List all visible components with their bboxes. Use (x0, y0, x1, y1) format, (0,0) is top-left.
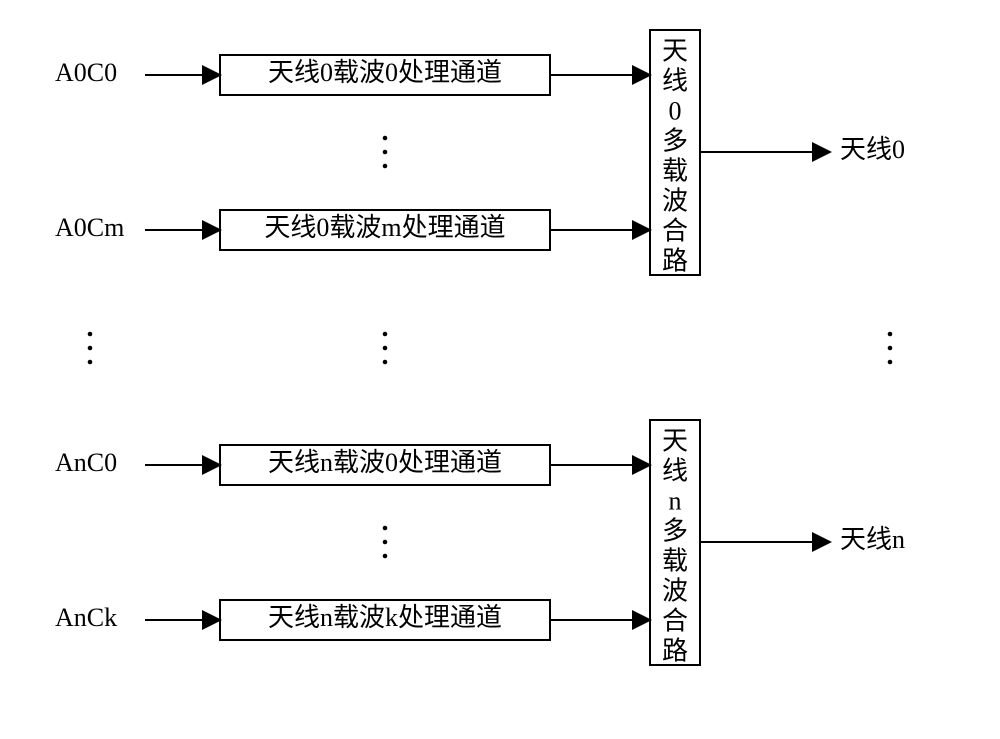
dots-mid (383, 332, 388, 365)
comb-n-label: 天线n多载波合路 (662, 426, 688, 665)
out-0: 天线0 (840, 135, 905, 164)
dots-proc-n (383, 526, 388, 559)
comb-0-label: 天线0多载波合路 (662, 36, 688, 275)
dots-right (888, 332, 893, 365)
in-anc0: AnC0 (55, 448, 117, 477)
dots-proc-0 (383, 136, 388, 169)
dots-left (88, 332, 93, 365)
in-anck: AnCk (55, 603, 117, 632)
proc-0m-label: 天线0载波m处理通道 (264, 213, 505, 242)
proc-00-label: 天线0载波0处理通道 (268, 58, 502, 87)
out-n: 天线n (840, 525, 905, 554)
in-a0cm: A0Cm (55, 213, 124, 242)
proc-nk-label: 天线n载波k处理通道 (268, 603, 502, 632)
proc-n0-label: 天线n载波0处理通道 (268, 448, 502, 477)
in-a0c0: A0C0 (55, 58, 117, 87)
